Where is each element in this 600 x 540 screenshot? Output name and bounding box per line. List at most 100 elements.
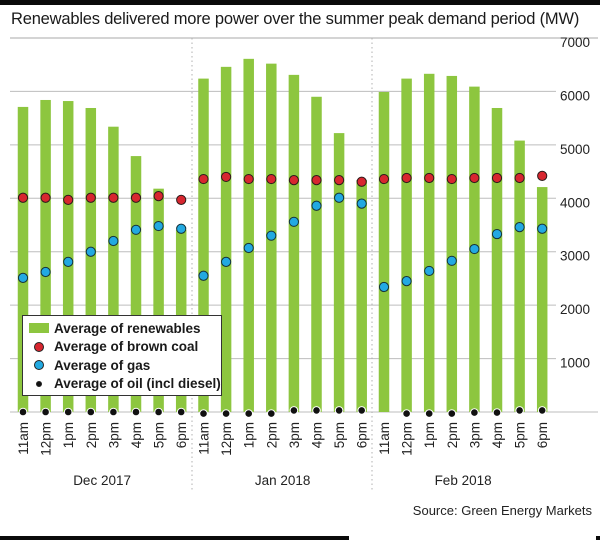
group-label: Dec 2017 — [73, 473, 131, 488]
dot-brown-coal — [514, 172, 525, 184]
bar-renewables — [130, 156, 142, 412]
dot-gas — [85, 246, 96, 257]
bar-renewables — [491, 107, 503, 413]
bottom-rule-right — [596, 536, 600, 540]
dot-oil — [447, 409, 457, 418]
dot-gas — [63, 256, 74, 267]
y-tick-label: 5000 — [560, 142, 590, 157]
dot-oil — [357, 406, 367, 415]
dot-oil — [289, 406, 299, 415]
dot-gas — [356, 198, 367, 209]
dot-brown-coal — [356, 176, 367, 187]
dot-brown-coal — [288, 175, 299, 186]
bar-renewables — [153, 188, 164, 412]
dot-oil — [131, 407, 141, 417]
x-tick-label: 4pm — [490, 422, 505, 448]
bar-renewables — [514, 140, 525, 412]
dot-gas — [243, 242, 254, 254]
x-tick-label: 2pm — [84, 422, 99, 448]
x-tick-label: 1pm — [242, 422, 257, 448]
bar-renewables — [401, 78, 412, 412]
x-tick-label: 4pm — [310, 422, 325, 448]
dot-gas — [108, 235, 119, 247]
dot-oil — [176, 407, 186, 417]
legend: Average of renewables Average of brown c… — [22, 315, 222, 396]
dot-gas — [288, 216, 299, 227]
dot-gas — [176, 223, 187, 234]
dot-brown-coal — [446, 173, 457, 185]
legend-swatch-gas — [34, 360, 44, 371]
dot-brown-coal — [63, 194, 74, 205]
x-tick-label: 5pm — [513, 422, 528, 448]
dot-oil — [267, 409, 276, 418]
bar-renewables — [85, 107, 97, 413]
dot-gas — [17, 272, 29, 283]
legend-swatch-renewables — [29, 323, 49, 334]
bar-renewables — [40, 99, 51, 412]
y-tick-labels: 1000 2000 3000 4000 5000 6000 7000 — [560, 35, 590, 371]
dot-gas — [221, 256, 232, 267]
dot-oil — [18, 407, 28, 417]
dot-gas — [40, 266, 51, 278]
legend-swatch-oil — [36, 380, 42, 387]
chart-plot: 1000 2000 3000 4000 5000 6000 7000 11am 12pm 1pm… — [10, 35, 598, 492]
dot-gas — [130, 224, 142, 235]
dot-brown-coal — [40, 192, 51, 203]
dot-gas — [514, 222, 525, 233]
gas-dots — [17, 192, 548, 293]
dot-oil — [221, 409, 231, 418]
dot-brown-coal — [221, 171, 232, 183]
x-tick-label: 3pm — [106, 422, 121, 448]
bar-renewables — [288, 74, 300, 412]
dot-gas — [469, 243, 480, 255]
y-tick-label: 4000 — [560, 195, 590, 210]
legend-label: Average of renewables — [54, 320, 201, 336]
bar-renewables — [446, 75, 458, 412]
x-tick-label: 4pm — [129, 422, 144, 448]
y-tick-label: 7000 — [560, 35, 590, 50]
bar-renewables — [108, 126, 119, 412]
x-tick-label: 2pm — [264, 422, 279, 448]
x-tick-label: 6pm — [535, 422, 550, 448]
x-tick-label: 6pm — [355, 422, 370, 448]
bar-renewables — [333, 133, 345, 413]
dot-brown-coal — [17, 192, 29, 203]
group-label: Jan 2018 — [255, 473, 311, 488]
x-tick-label: 3pm — [467, 422, 482, 448]
bottom-rule-left — [0, 536, 349, 540]
source-note: Source: Green Energy Markets — [412, 503, 592, 518]
dot-brown-coal — [537, 170, 548, 181]
bar-renewables — [243, 58, 254, 412]
x-tick-label: 3pm — [287, 422, 302, 448]
x-tick-label: 5pm — [332, 422, 347, 448]
dot-oil — [244, 409, 253, 418]
legend-item-gas: Average of gas — [29, 356, 221, 375]
dot-brown-coal — [469, 172, 480, 184]
legend-item-brown-coal: Average of brown coal — [29, 338, 221, 357]
legend-label: Average of gas — [54, 357, 151, 373]
dot-brown-coal — [130, 192, 142, 203]
dot-oil — [334, 406, 344, 415]
dot-gas — [424, 265, 435, 277]
dot-brown-coal — [176, 194, 187, 205]
dot-brown-coal — [401, 172, 412, 184]
bar-renewables — [62, 101, 74, 412]
bar-renewables — [378, 91, 390, 412]
dot-brown-coal — [491, 172, 503, 184]
dot-gas — [311, 200, 322, 211]
dot-brown-coal — [334, 175, 345, 186]
dot-oil — [402, 409, 411, 418]
x-tick-label: 11am — [197, 422, 212, 455]
x-tick-labels: 11am 12pm 1pm 2pm 3pm 4pm 5pm 6pm 11am 12pm 1pm 2pm… — [16, 422, 550, 456]
bar-renewables — [356, 180, 367, 412]
top-rule — [0, 0, 600, 5]
dot-gas — [266, 230, 277, 241]
y-tick-label: 6000 — [560, 88, 590, 103]
dot-brown-coal — [266, 173, 277, 185]
legend-label: Average of oil (incl diesel) — [54, 376, 221, 392]
dot-gas — [446, 255, 457, 266]
dot-gas — [537, 223, 548, 234]
y-tick-label: 2000 — [560, 302, 590, 317]
dot-oil — [470, 408, 479, 417]
dot-brown-coal — [243, 173, 254, 185]
